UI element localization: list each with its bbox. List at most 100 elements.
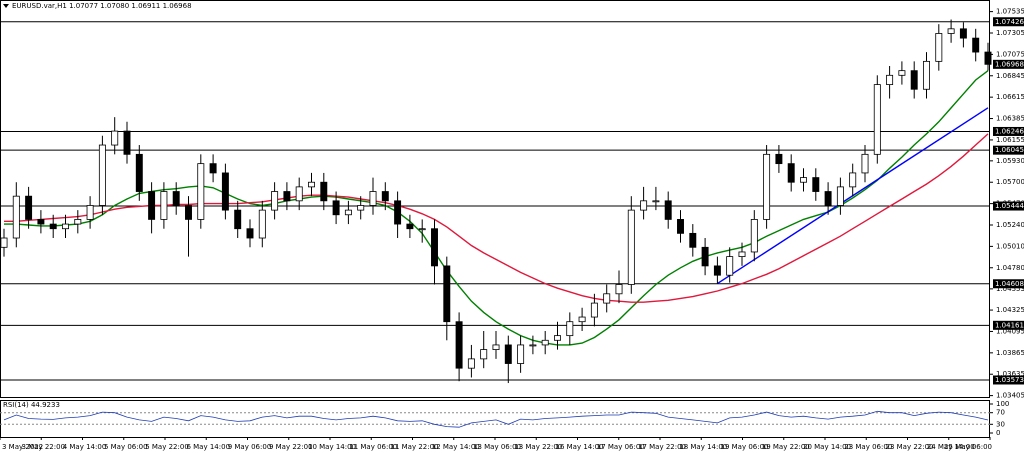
candle-body [627, 209, 635, 285]
candle-body [443, 265, 451, 323]
x-tick-label: 11 May 22:00 [390, 443, 438, 451]
y-tick-label: 1.06615 [996, 93, 1024, 101]
candle-body [541, 339, 549, 346]
candle-body [381, 191, 389, 202]
candle-body [529, 344, 537, 347]
y-tick-label: 1.05010 [996, 242, 1024, 250]
y-tick-label: 1.06155 [996, 136, 1024, 144]
y-tick-label: 1.05240 [996, 221, 1024, 229]
candle-body [873, 84, 881, 155]
candle-body [148, 191, 156, 220]
candle-body [726, 256, 734, 276]
candle-body [480, 349, 488, 360]
level-label-box [993, 279, 1024, 289]
candle-body [935, 33, 943, 62]
moving-average [4, 70, 989, 346]
candle-body [234, 209, 242, 230]
rsi-tick-label: 70 [996, 409, 1005, 417]
chart-title: EURUSD.var,H1 1.07077 1.07080 1.06911 1.… [12, 2, 192, 10]
candle-body [271, 191, 279, 211]
candle-body [209, 163, 217, 174]
x-tick-label: 18 May 14:00 [679, 443, 727, 451]
y-tick-label: 1.07535 [996, 8, 1024, 16]
x-tick-label: 5 May 06:00 [104, 443, 148, 451]
x-tick-label: 3 May 22:00 [21, 443, 65, 451]
candle-body [308, 181, 315, 188]
x-tick-label: 19 May 06:00 [720, 443, 768, 451]
candle-body [787, 163, 795, 183]
y-tick-label: 1.04553 [996, 285, 1024, 293]
level-label: 1.04161 [995, 321, 1024, 329]
candle-body [344, 209, 352, 216]
y-tick-label: 1.03635 [996, 370, 1024, 378]
candle-body [74, 219, 82, 225]
x-tick-label: 19 May 22:00 [762, 443, 810, 451]
y-tick-label: 1.05930 [996, 157, 1024, 165]
rsi-tick-label: 30 [996, 420, 1005, 428]
x-tick-label: 23 May 06:00 [844, 443, 892, 451]
candle-body [517, 344, 525, 364]
candle-body [836, 186, 844, 206]
x-tick-label: 16 May 14:00 [555, 443, 603, 451]
candle-body [221, 172, 229, 211]
last-price-label: 1.06968 [995, 60, 1024, 68]
candle-body [886, 74, 894, 86]
level-label-box [993, 320, 1024, 330]
x-tick-label: 20 May 14:00 [803, 443, 851, 451]
candle-body [185, 205, 192, 220]
x-tick-label: 25 May 06:00 [944, 443, 992, 451]
candle-body [406, 223, 414, 230]
candle-body [701, 246, 709, 267]
candle-body [467, 358, 475, 369]
candle-body [861, 153, 869, 174]
candle-body [246, 228, 254, 239]
candle-body [123, 130, 131, 155]
candle-body [775, 153, 783, 165]
y-tick-label: 1.05700 [996, 178, 1024, 186]
candle-body [554, 335, 561, 341]
candle-body [0, 237, 8, 248]
candle-body [750, 219, 758, 253]
rsi-title: RSI(14) 44.9233 [3, 401, 60, 409]
x-tick-label: 9 May 06:00 [228, 443, 272, 451]
candle-body [357, 205, 365, 211]
x-tick-label: 3 May 2022 [2, 443, 43, 451]
x-tick-label: 5 May 22:00 [145, 443, 189, 451]
candle-body [984, 51, 992, 65]
candle-body [590, 302, 598, 318]
candle-body [135, 153, 143, 192]
y-tick-label: 1.07305 [996, 29, 1024, 37]
candle-body [258, 209, 266, 239]
candle-body [172, 191, 180, 206]
y-tick-label: 1.03405 [996, 392, 1024, 400]
moving-average [4, 133, 989, 303]
level-label: 1.04608 [995, 280, 1024, 288]
candle-body [369, 191, 377, 206]
candle-body [812, 177, 820, 192]
candle-body [86, 205, 94, 220]
level-label: 1.05444 [995, 202, 1024, 210]
y-tick-label: 1.06385 [996, 115, 1024, 123]
x-tick-label: 23 May 22:00 [885, 443, 933, 451]
candle-body [160, 191, 168, 220]
candle-body [431, 228, 438, 267]
x-tick-label: 17 May 06:00 [597, 443, 645, 451]
candle-body [12, 195, 20, 239]
candle-body [62, 223, 69, 230]
rsi-line [3, 410, 989, 428]
candle-body [763, 153, 771, 220]
candle-body [824, 191, 832, 206]
x-tick-label: 24 May 14:00 [927, 443, 975, 451]
candle-body [98, 144, 106, 206]
y-tick-label: 1.06845 [996, 72, 1024, 80]
candle-body [394, 200, 402, 225]
candle-body [689, 232, 697, 248]
candle-body [652, 200, 660, 203]
candle-body [677, 219, 684, 234]
level-label-box [993, 375, 1024, 385]
level-label-box [993, 201, 1024, 211]
candle-body [603, 293, 611, 304]
candle-body [37, 219, 45, 225]
menu-arrow[interactable] [3, 4, 9, 8]
